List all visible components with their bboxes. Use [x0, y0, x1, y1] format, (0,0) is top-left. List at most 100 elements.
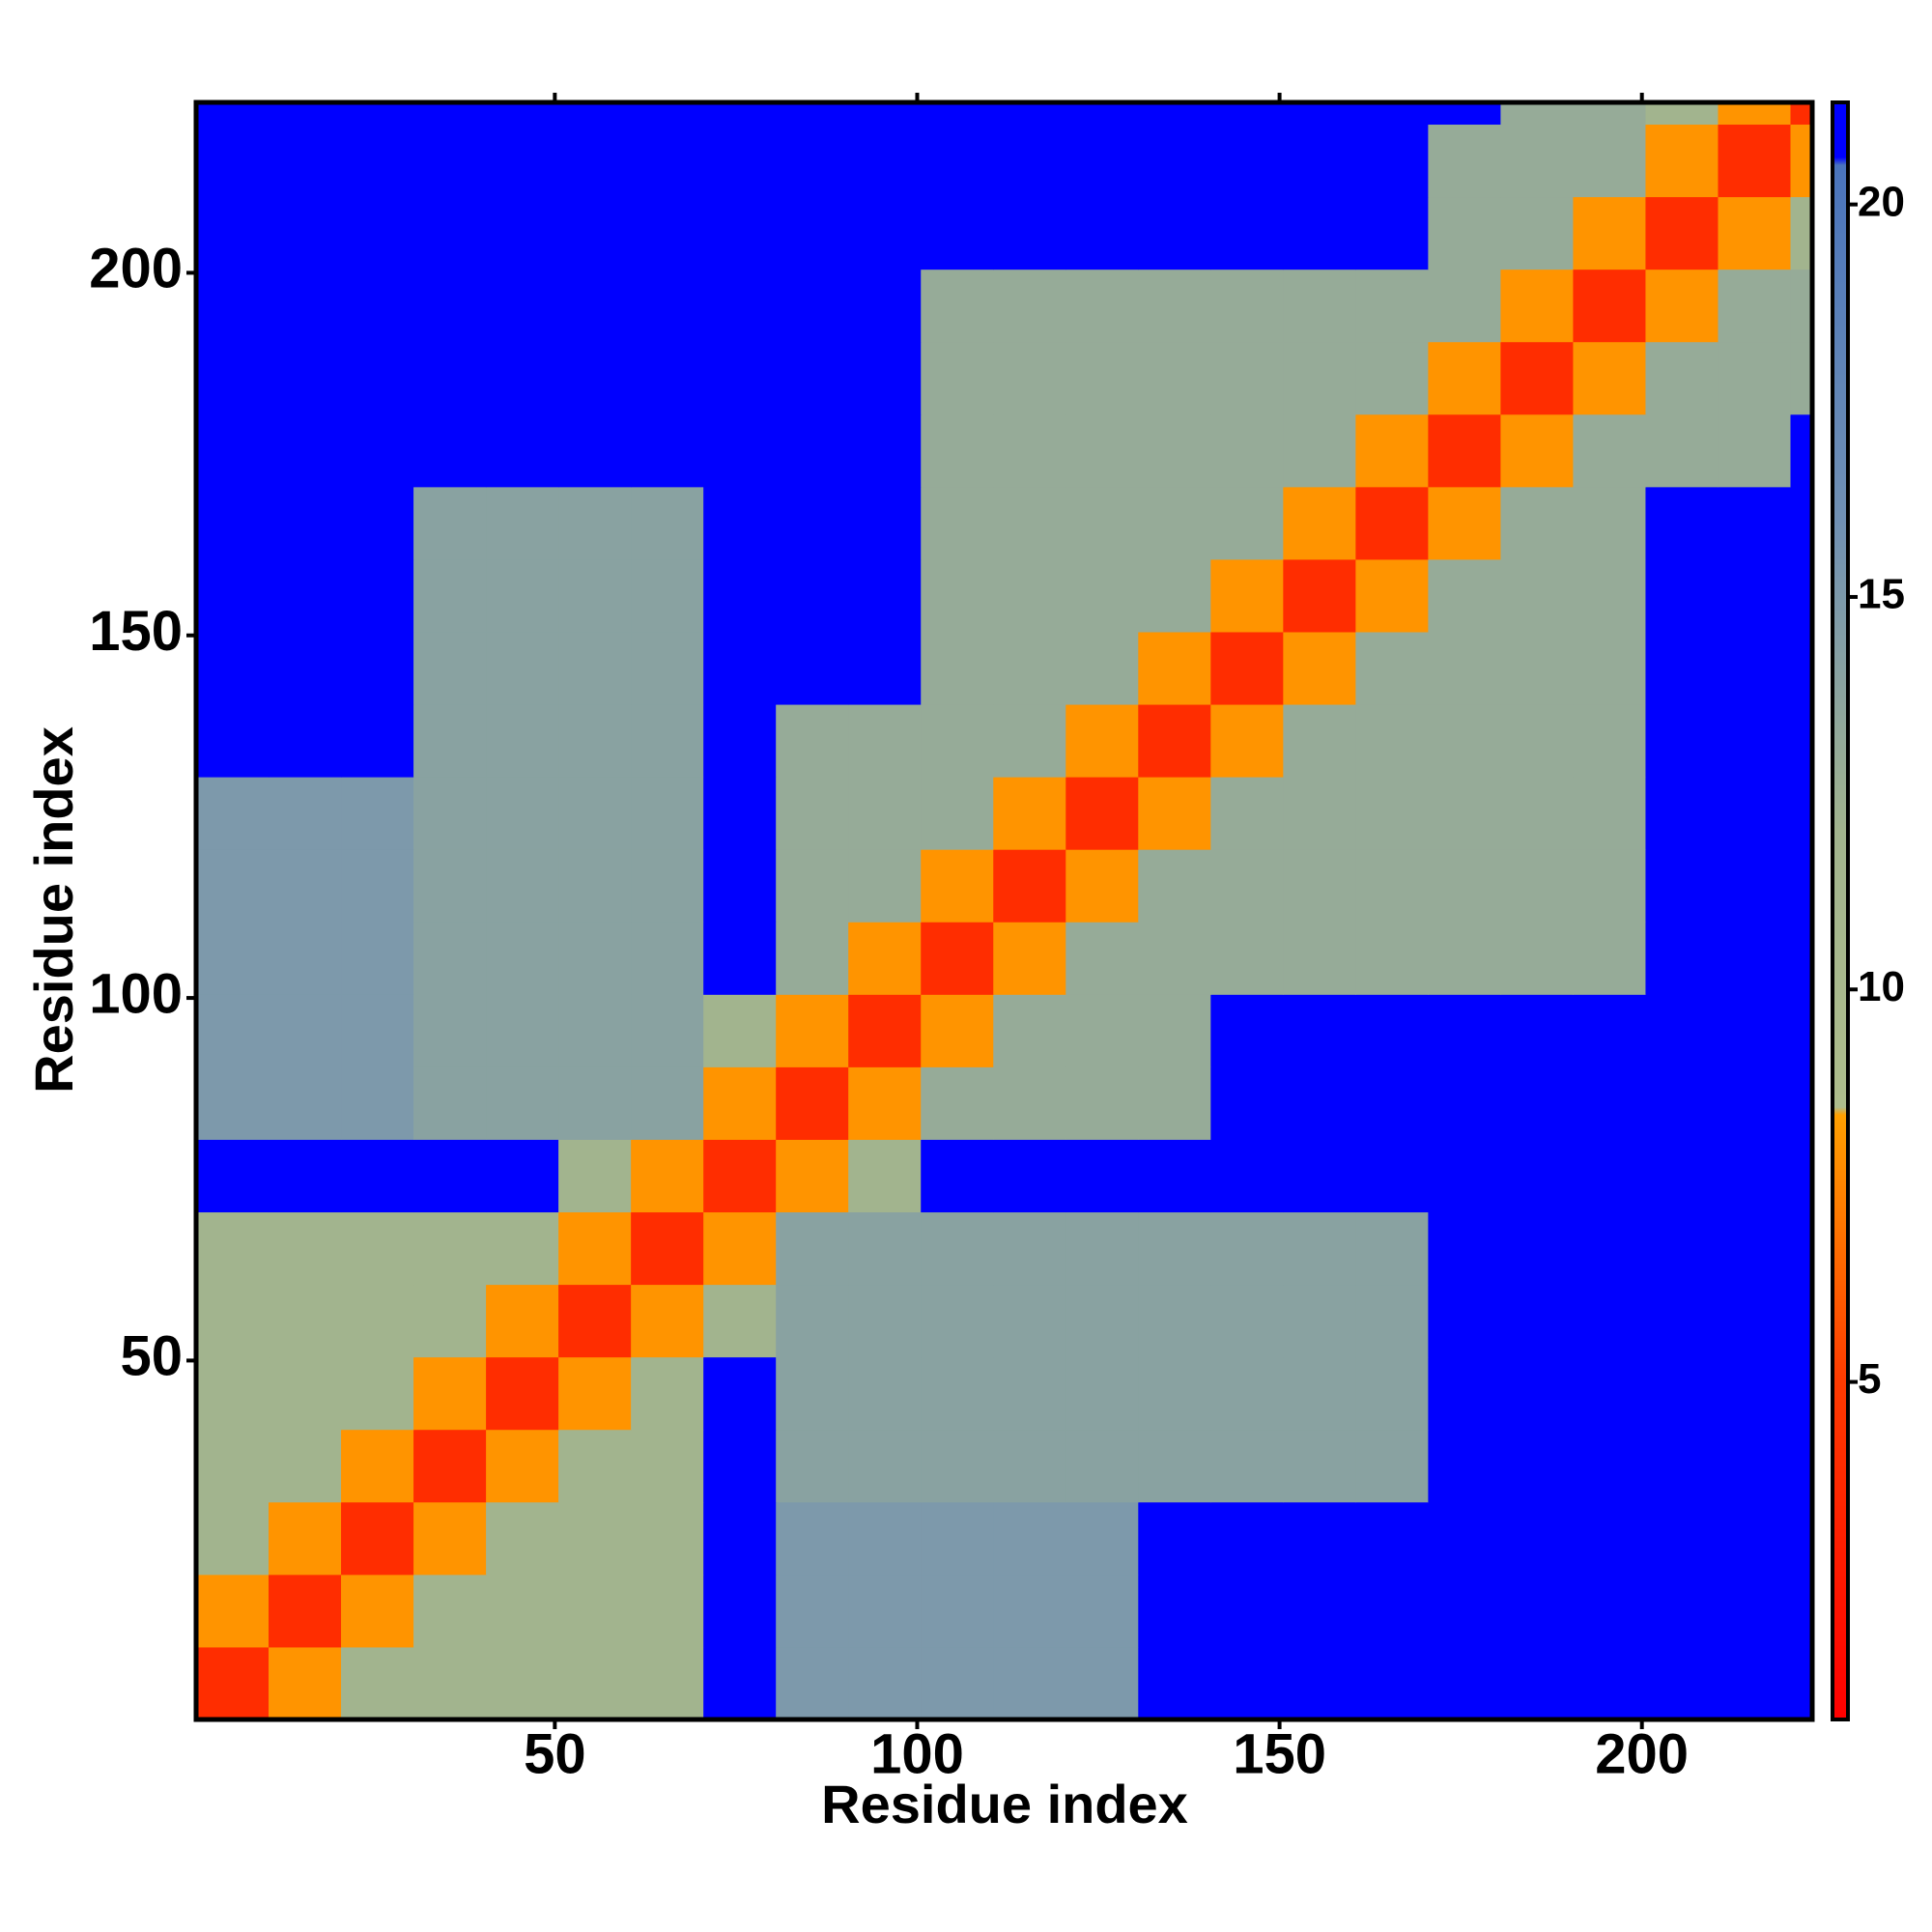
- heatmap-cell: [486, 1066, 559, 1140]
- heatmap-cell: [1645, 994, 1719, 1067]
- heatmap-cell: [1428, 777, 1501, 850]
- heatmap-cell: [703, 124, 777, 198]
- heatmap-cell: [1645, 1066, 1719, 1140]
- heatmap-cell: [1500, 269, 1574, 343]
- heatmap-cell: [1718, 486, 1791, 560]
- heatmap-cell: [1790, 341, 1813, 415]
- heatmap-cell: [1790, 994, 1813, 1067]
- heatmap-cell: [631, 1501, 704, 1576]
- heatmap-cell: [1138, 1284, 1211, 1358]
- heatmap-cell: [848, 1139, 922, 1213]
- x-tick-label: 150: [1233, 1722, 1326, 1785]
- heatmap-cell: [993, 704, 1066, 778]
- heatmap-cell: [1138, 1429, 1211, 1503]
- heatmap-cell: [631, 486, 704, 560]
- heatmap-cell: [196, 1284, 270, 1358]
- colorbar-tick-label: 5: [1858, 1355, 1881, 1403]
- heatmap-cell: [1428, 102, 1501, 126]
- heatmap-cell: [1428, 1574, 1501, 1648]
- heatmap-cell: [1355, 1066, 1429, 1140]
- heatmap-cell: [1500, 631, 1574, 705]
- heatmap-cell: [631, 558, 704, 633]
- heatmap-cell: [269, 269, 342, 343]
- heatmap-cell: [413, 269, 487, 343]
- heatmap-cell: [1210, 1646, 1284, 1720]
- heatmap-cell: [1138, 413, 1211, 488]
- heatmap-cell: [196, 849, 270, 923]
- heatmap-cell: [993, 558, 1066, 633]
- heatmap-cell: [558, 341, 632, 415]
- heatmap-cell: [413, 413, 487, 488]
- heatmap-cell: [703, 1356, 777, 1431]
- heatmap-cell: [1718, 1501, 1791, 1576]
- heatmap-cell: [1718, 631, 1791, 705]
- heatmap-cell: [993, 1501, 1066, 1576]
- heatmap-cell: [848, 196, 922, 270]
- heatmap-cell: [269, 196, 342, 270]
- heatmap-cell: [1210, 849, 1284, 923]
- heatmap-cell: [558, 1066, 632, 1140]
- heatmap-cell: [1283, 341, 1356, 415]
- heatmap-cell: [1500, 1066, 1574, 1140]
- heatmap-cell: [558, 777, 632, 850]
- heatmap-cell: [1355, 558, 1429, 633]
- heatmap-cell: [1573, 486, 1646, 560]
- heatmap-cell: [196, 1429, 270, 1503]
- heatmap-cell: [776, 1574, 849, 1648]
- heatmap-cell: [631, 124, 704, 198]
- heatmap-cell: [558, 1139, 632, 1213]
- heatmap-cell: [558, 849, 632, 923]
- heatmap-cell: [921, 1501, 994, 1576]
- heatmap-cell: [1428, 486, 1501, 560]
- heatmap-cell: [1790, 196, 1813, 270]
- heatmap-cell: [848, 994, 922, 1067]
- heatmap-cell: [196, 558, 270, 633]
- heatmap-cell: [1428, 922, 1501, 995]
- heatmap-cell: [1573, 922, 1646, 995]
- heatmap-cell: [196, 994, 270, 1067]
- heatmap-cell: [1138, 102, 1211, 126]
- heatmap-cell: [921, 849, 994, 923]
- heatmap-cell: [1283, 1066, 1356, 1140]
- heatmap-cell: [776, 558, 849, 633]
- heatmap-cell: [993, 413, 1066, 488]
- heatmap-cell: [1283, 124, 1356, 198]
- heatmap-cell: [1790, 1356, 1813, 1431]
- heatmap-cell: [776, 849, 849, 923]
- heatmap-cell: [269, 1066, 342, 1140]
- heatmap-cell: [1355, 1139, 1429, 1213]
- heatmap-cell: [1645, 102, 1719, 126]
- heatmap-cell: [848, 486, 922, 560]
- heatmap-cell: [1138, 922, 1211, 995]
- heatmap-cell: [776, 102, 849, 126]
- heatmap-cell: [1283, 1574, 1356, 1648]
- heatmap-cell: [269, 1139, 342, 1213]
- heatmap-cell: [341, 269, 414, 343]
- heatmap-cell: [413, 1501, 487, 1576]
- heatmap-cell: [1283, 922, 1356, 995]
- heatmap-cell: [921, 413, 994, 488]
- heatmap-cell: [703, 269, 777, 343]
- heatmap-cell: [196, 704, 270, 778]
- heatmap-cell: [1718, 994, 1791, 1067]
- heatmap-cell: [1428, 1501, 1501, 1576]
- heatmap-cell: [413, 1574, 487, 1648]
- heatmap-cell: [1210, 1284, 1284, 1358]
- heatmap-cell: [921, 994, 994, 1067]
- heatmap-cell: [1500, 849, 1574, 923]
- heatmap-cell: [269, 849, 342, 923]
- heatmap-cell: [558, 1646, 632, 1720]
- heatmap-cell: [1138, 486, 1211, 560]
- heatmap-cell: [1355, 413, 1429, 488]
- heatmap-cell: [1283, 413, 1356, 488]
- heatmap-cell: [631, 413, 704, 488]
- heatmap-cell: [1283, 1211, 1356, 1286]
- heatmap-cell: [1790, 1139, 1813, 1213]
- heatmap-cell: [848, 269, 922, 343]
- colorbar: [1831, 100, 1850, 1721]
- heatmap-cell: [1500, 558, 1574, 633]
- heatmap-cell: [921, 1284, 994, 1358]
- heatmap-cell: [413, 558, 487, 633]
- heatmap-cell: [1138, 341, 1211, 415]
- heatmap-cell: [341, 1066, 414, 1140]
